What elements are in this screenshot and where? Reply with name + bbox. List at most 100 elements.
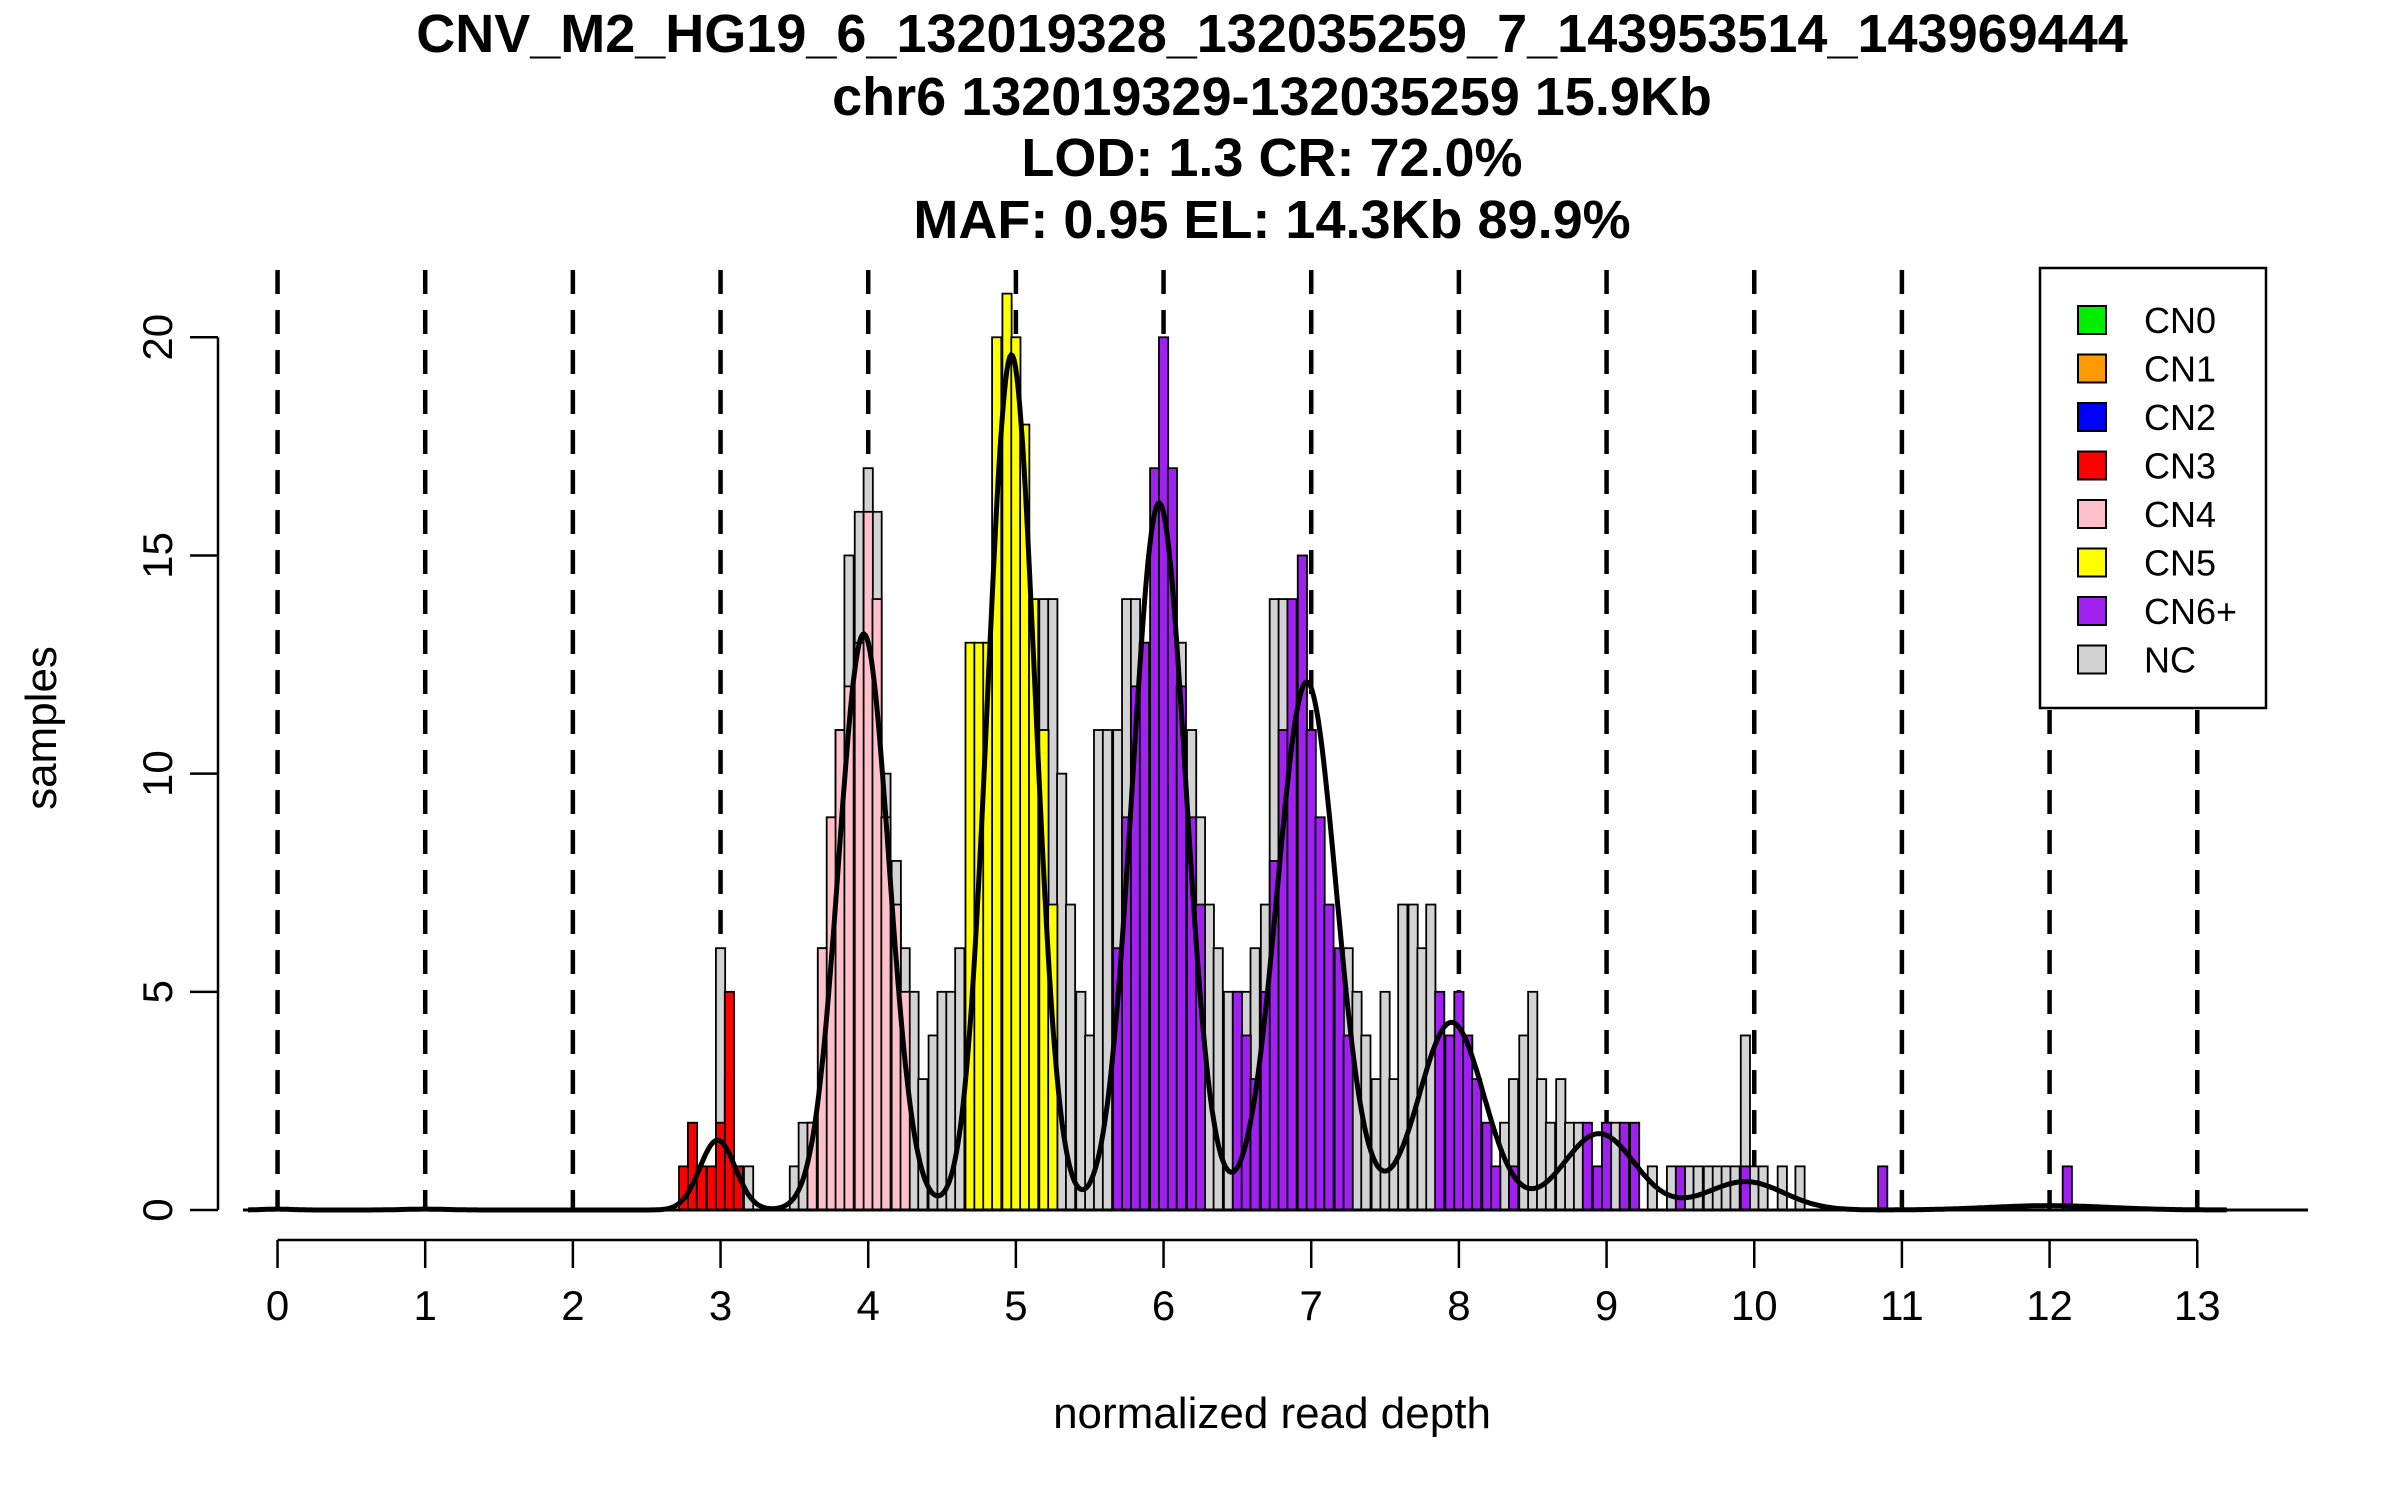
bar-nc [1748, 1165, 1760, 1211]
title-line-3: LOD: 1.3 CR: 72.0% [1021, 128, 1522, 188]
legend-label: NC [2144, 640, 2196, 681]
bar-cn4 [862, 510, 874, 1211]
x-tick-label: 6 [1152, 1282, 1175, 1329]
bar-nc [1407, 903, 1419, 1211]
legend-swatch [2077, 450, 2107, 481]
x-tick-label: 3 [709, 1282, 732, 1329]
bar-nc [1729, 1165, 1741, 1211]
bar-cn6-plus [1305, 729, 1317, 1211]
bar-cn6-plus [1149, 467, 1161, 1211]
y-axis: 0 5 10 15 20 [134, 314, 220, 1222]
bar-cn3 [706, 1165, 718, 1211]
legend-label: CN6+ [2144, 591, 2237, 632]
bar-cn6-plus [1674, 1165, 1686, 1211]
y-tick-label: 5 [134, 980, 181, 1003]
bar-nc [1223, 990, 1235, 1211]
bar-cn3 [723, 990, 735, 1211]
x-axis: 0 1 2 3 4 5 6 7 8 9 10 11 12 13 [243, 1208, 2308, 1329]
bar-nc [927, 1034, 939, 1211]
x-tick-label: 2 [561, 1282, 584, 1329]
bar-cn6-plus [1592, 1165, 1604, 1211]
title-line-4: MAF: 0.95 EL: 14.3Kb 89.9% [913, 190, 1630, 250]
bar-cn6-plus [1739, 1165, 1751, 1211]
bar-cn6-plus [1444, 1034, 1456, 1211]
bar-cn5 [1001, 292, 1013, 1211]
bar-nc [1379, 990, 1391, 1211]
legend-swatch [2077, 499, 2107, 529]
bar-cn6-plus [1471, 1078, 1483, 1211]
bar-nc [1572, 1121, 1585, 1211]
legend-swatch [2077, 305, 2107, 335]
y-tick-label: 10 [134, 750, 181, 797]
bar-cn6-plus [1877, 1165, 1889, 1211]
bar-cn6-plus [1434, 990, 1446, 1211]
legend-swatch [2077, 353, 2107, 384]
bar-nc [1536, 1078, 1548, 1211]
bar-cn6-plus [1481, 1121, 1493, 1211]
title-line-1: CNV_M2_HG19_6_132019328_132035259_7_1439… [416, 4, 2128, 64]
bar-nc [1555, 1078, 1567, 1211]
x-tick-label: 11 [1880, 1282, 1924, 1329]
bar-cn6-plus [1231, 990, 1243, 1211]
bar-nc [1388, 1078, 1400, 1211]
bar-nc [1692, 1165, 1704, 1211]
bar-nc [917, 1078, 929, 1211]
legend-swatch [2077, 547, 2107, 578]
bar-nc [936, 990, 948, 1211]
x-tick-label: 13 [2174, 1282, 2221, 1329]
bar-nc [1666, 1165, 1678, 1211]
x-tick-label: 7 [1300, 1282, 1323, 1329]
legend-label: CN3 [2144, 446, 2216, 487]
x-tick-label: 0 [266, 1282, 289, 1329]
y-tick-label: 15 [134, 532, 181, 579]
y-tick-label: 20 [134, 314, 181, 361]
bar-nc [1212, 947, 1224, 1211]
bar-cn6-plus [1342, 1034, 1354, 1211]
legend-label: CN2 [2144, 397, 2216, 438]
bar-cn3 [715, 1121, 727, 1211]
bar-cn6-plus [1138, 641, 1150, 1211]
bar-nc [1544, 1121, 1556, 1211]
legend-label: CN0 [2144, 300, 2216, 341]
legend: CN0 CN1 CN2 CN3 CN4 CN5 CN6+ NC [2038, 266, 2268, 710]
bar-cn6-plus [1618, 1121, 1630, 1211]
title-line-2: chr6 132019329-132035259 15.9Kb [832, 67, 1712, 127]
x-tick-label: 1 [414, 1282, 437, 1329]
bar-cn4 [853, 641, 865, 1211]
y-tick-label: 0 [134, 1198, 181, 1221]
x-tick-label: 8 [1447, 1282, 1470, 1329]
cn-bars [678, 292, 2073, 1211]
bar-cn6-plus [1286, 598, 1298, 1211]
legend-swatch [2077, 402, 2107, 432]
bar-cn6-plus [1462, 1034, 1474, 1211]
x-tick-label: 9 [1595, 1282, 1618, 1329]
bar-cn6-plus [1158, 336, 1170, 1211]
bar-nc [1564, 1121, 1576, 1211]
legend-label: CN1 [2144, 349, 2216, 390]
y-axis-label: samples [17, 646, 66, 810]
x-axis-label: normalized read depth [1053, 1389, 1491, 1438]
bar-nc [1075, 990, 1087, 1211]
bar-cn5 [1010, 336, 1022, 1211]
bar-nc [1397, 903, 1409, 1211]
bar-cn6-plus [1490, 1165, 1502, 1211]
bar-cn5 [964, 641, 976, 1211]
bar-nc [1683, 1165, 1695, 1211]
legend-swatch [2077, 596, 2107, 626]
bar-nc [1370, 1078, 1382, 1211]
x-tick-label: 12 [2026, 1282, 2073, 1329]
x-tick-label: 10 [1731, 1282, 1778, 1329]
x-tick-label: 4 [857, 1282, 880, 1329]
legend-label: CN5 [2144, 543, 2216, 584]
bar-cn6-plus [1323, 903, 1335, 1211]
bar-nc [1527, 990, 1539, 1211]
bar-cn6-plus [1296, 554, 1308, 1211]
legend-label: CN4 [2144, 494, 2216, 535]
bar-cn3 [686, 1121, 699, 1211]
bar-nc [1757, 1165, 1769, 1211]
legend-swatch [2077, 644, 2107, 675]
legend-box [2038, 266, 2268, 710]
bar-cn6-plus [1333, 947, 1345, 1211]
